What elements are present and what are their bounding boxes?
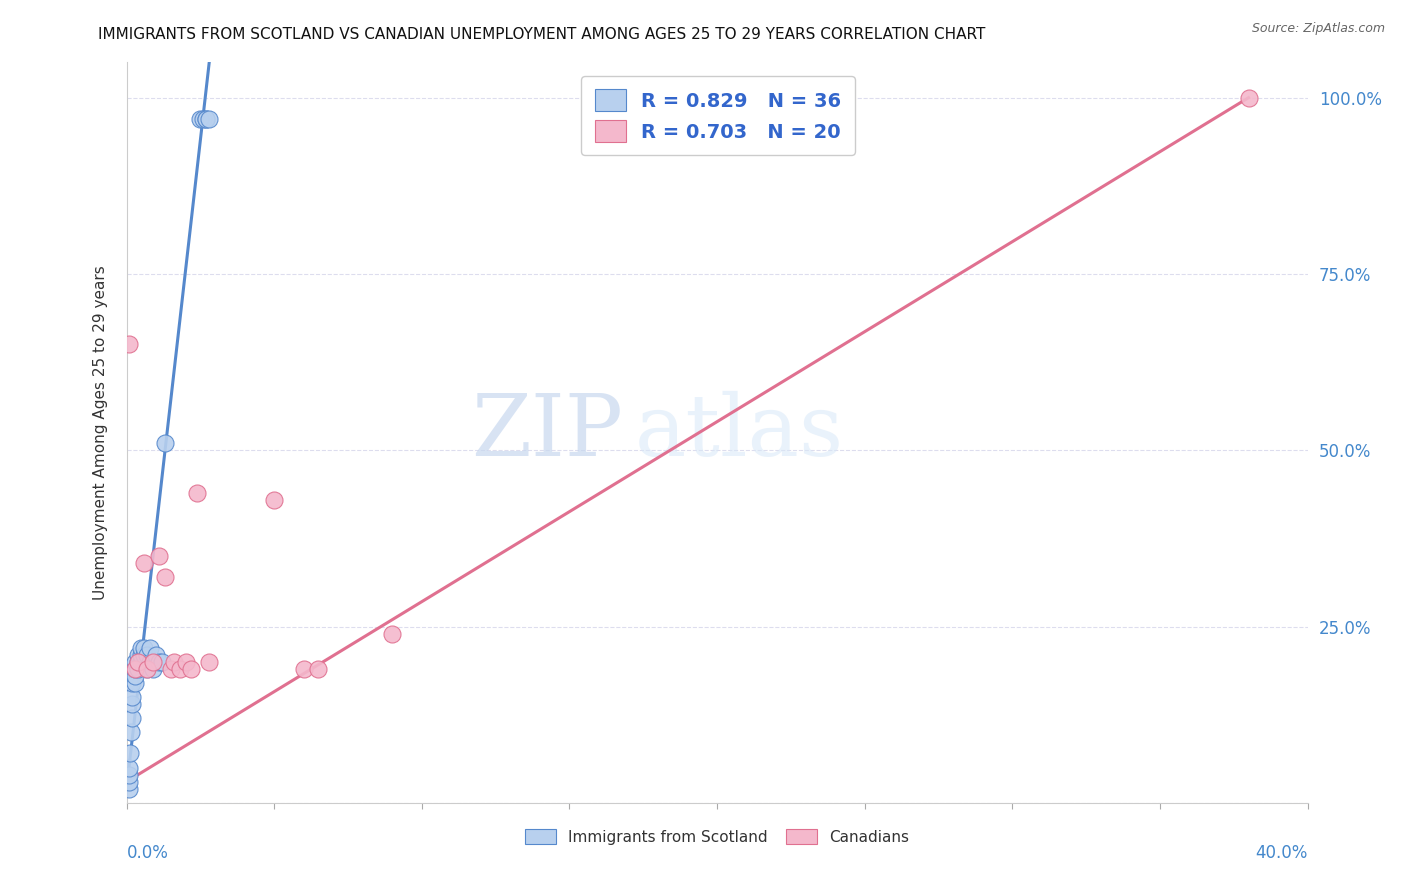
Point	[118, 337, 141, 351]
Point	[134, 640, 156, 655]
Legend: Immigrants from Scotland, Canadians: Immigrants from Scotland, Canadians	[519, 822, 915, 851]
Point	[127, 662, 149, 676]
Point	[134, 556, 156, 570]
Point	[145, 648, 167, 662]
Point	[193, 112, 215, 126]
Point	[121, 676, 143, 690]
Point	[127, 655, 149, 669]
Point	[120, 725, 142, 739]
Point	[124, 662, 146, 676]
Point	[118, 767, 141, 781]
Text: 40.0%: 40.0%	[1256, 844, 1308, 862]
Point	[153, 570, 176, 584]
Point	[127, 655, 149, 669]
Point	[136, 648, 159, 662]
Point	[124, 655, 146, 669]
Point	[180, 662, 202, 676]
Point	[118, 774, 141, 789]
Point	[134, 648, 156, 662]
Point	[163, 655, 186, 669]
Point	[263, 492, 285, 507]
Point	[129, 640, 153, 655]
Text: IMMIGRANTS FROM SCOTLAND VS CANADIAN UNEMPLOYMENT AMONG AGES 25 TO 29 YEARS CORR: IMMIGRANTS FROM SCOTLAND VS CANADIAN UNE…	[98, 27, 986, 42]
Text: ZIP: ZIP	[471, 391, 623, 475]
Point	[121, 697, 143, 711]
Point	[118, 760, 141, 774]
Point	[381, 626, 404, 640]
Point	[195, 112, 218, 126]
Point	[174, 655, 197, 669]
Point	[160, 662, 183, 676]
Point	[124, 669, 146, 683]
Point	[148, 549, 170, 563]
Point	[120, 747, 142, 761]
Point	[129, 655, 153, 669]
Text: Source: ZipAtlas.com: Source: ZipAtlas.com	[1251, 22, 1385, 36]
Point	[129, 648, 153, 662]
Point	[142, 655, 165, 669]
Point	[195, 112, 218, 126]
Point	[188, 112, 212, 126]
Point	[142, 662, 165, 676]
Point	[150, 655, 173, 669]
Text: 0.0%: 0.0%	[127, 844, 169, 862]
Point	[198, 655, 221, 669]
Point	[139, 655, 162, 669]
Point	[124, 662, 146, 676]
Y-axis label: Unemployment Among Ages 25 to 29 years: Unemployment Among Ages 25 to 29 years	[93, 265, 108, 600]
Point	[127, 648, 149, 662]
Point	[292, 662, 315, 676]
Point	[169, 662, 191, 676]
Point	[136, 662, 159, 676]
Point	[186, 485, 208, 500]
Point	[121, 690, 143, 704]
Text: atlas: atlas	[634, 391, 844, 475]
Point	[118, 781, 141, 796]
Point	[153, 436, 176, 450]
Point	[308, 662, 330, 676]
Point	[1237, 91, 1260, 105]
Point	[124, 676, 146, 690]
Point	[121, 711, 143, 725]
Point	[136, 662, 159, 676]
Point	[148, 655, 170, 669]
Point	[198, 112, 221, 126]
Point	[139, 640, 162, 655]
